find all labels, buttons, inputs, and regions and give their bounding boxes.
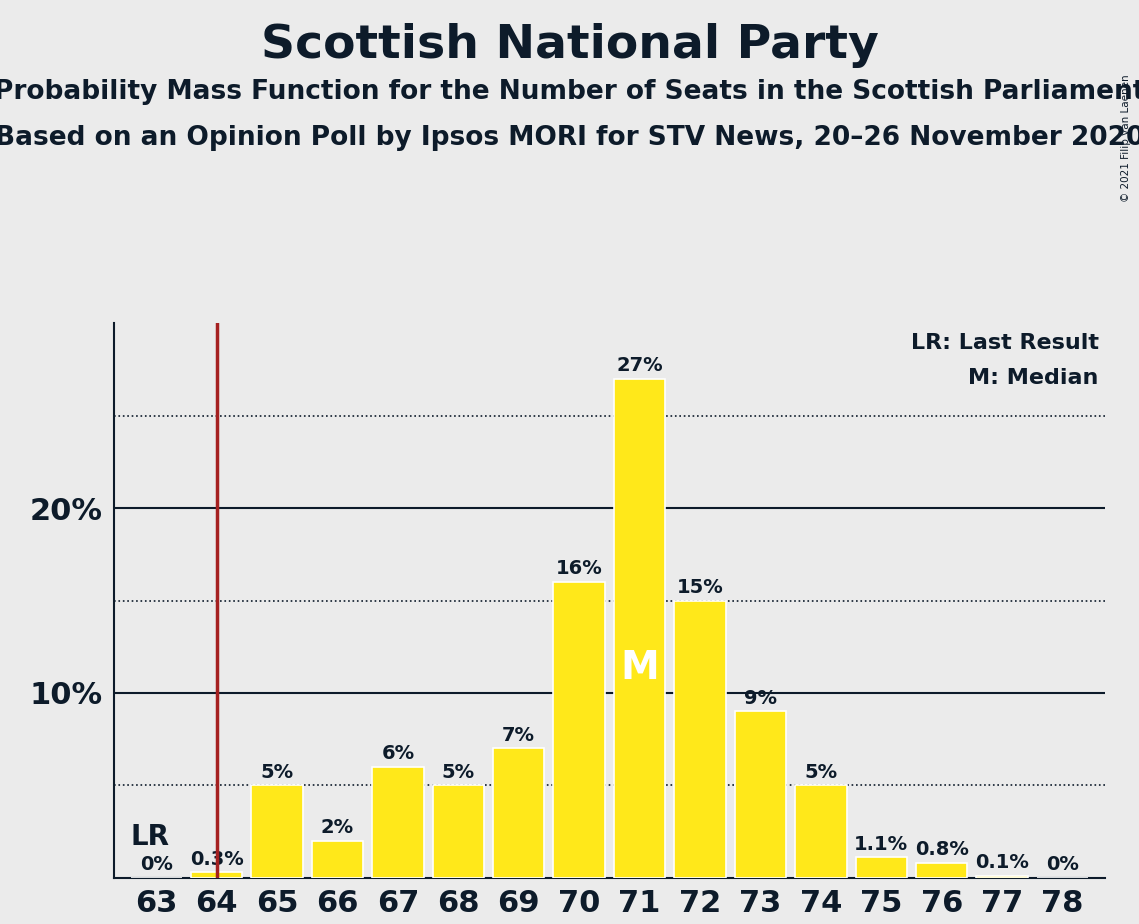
Bar: [191, 872, 243, 878]
Text: 6%: 6%: [382, 744, 415, 763]
Text: Scottish National Party: Scottish National Party: [261, 23, 878, 68]
Bar: [433, 785, 484, 878]
Bar: [795, 785, 846, 878]
Text: 0%: 0%: [1046, 855, 1079, 874]
Text: M: Median: M: Median: [968, 368, 1099, 388]
Text: 0%: 0%: [140, 855, 173, 874]
Bar: [976, 876, 1027, 878]
Bar: [554, 582, 605, 878]
Text: 27%: 27%: [616, 356, 663, 375]
Text: © 2021 Filip van Laenen: © 2021 Filip van Laenen: [1121, 74, 1131, 201]
Text: 0.3%: 0.3%: [190, 849, 244, 869]
Text: 15%: 15%: [677, 578, 723, 597]
Text: 5%: 5%: [442, 762, 475, 782]
Bar: [855, 857, 907, 878]
Text: 0.8%: 0.8%: [915, 840, 968, 859]
Text: 5%: 5%: [261, 762, 294, 782]
Text: 9%: 9%: [744, 688, 777, 708]
Text: 7%: 7%: [502, 725, 535, 745]
Text: 5%: 5%: [804, 762, 837, 782]
Bar: [614, 379, 665, 878]
Text: LR: LR: [131, 823, 170, 851]
Text: M: M: [621, 650, 659, 687]
Text: 2%: 2%: [321, 818, 354, 837]
Text: 1.1%: 1.1%: [854, 834, 908, 854]
Text: 16%: 16%: [556, 559, 603, 578]
Bar: [252, 785, 303, 878]
Bar: [493, 748, 544, 878]
Bar: [916, 863, 967, 878]
Bar: [312, 841, 363, 878]
Text: Probability Mass Function for the Number of Seats in the Scottish Parliament: Probability Mass Function for the Number…: [0, 79, 1139, 104]
Bar: [372, 767, 424, 878]
Bar: [674, 601, 726, 878]
Text: LR: Last Result: LR: Last Result: [911, 333, 1099, 353]
Bar: [735, 711, 786, 878]
Text: Based on an Opinion Poll by Ipsos MORI for STV News, 20–26 November 2020: Based on an Opinion Poll by Ipsos MORI f…: [0, 125, 1139, 151]
Text: 0.1%: 0.1%: [975, 853, 1029, 872]
